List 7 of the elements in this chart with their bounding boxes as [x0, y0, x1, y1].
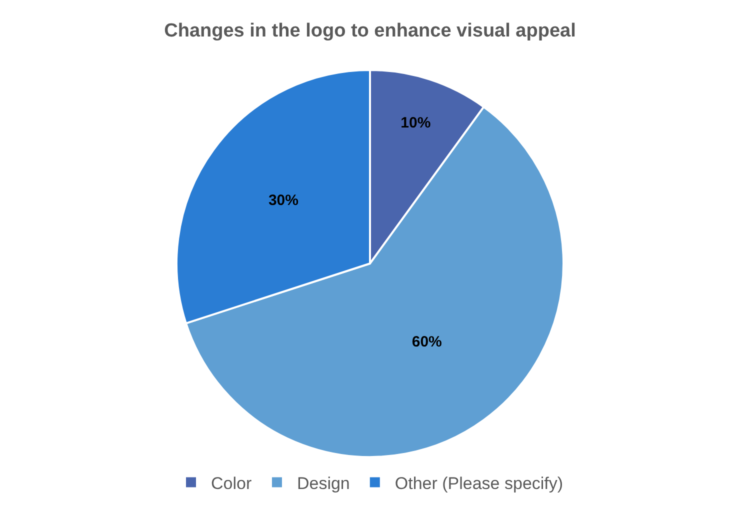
data-label: 60%: [412, 333, 442, 350]
legend-label: Other (Please specify): [394, 474, 564, 493]
data-label: 30%: [268, 192, 298, 210]
data-label: 10%: [400, 114, 431, 132]
chart-title: Changes in the logo to enhance visual appeal: [164, 20, 576, 42]
legend-label: Design: [296, 474, 350, 493]
legend-label: Color: [211, 474, 252, 493]
